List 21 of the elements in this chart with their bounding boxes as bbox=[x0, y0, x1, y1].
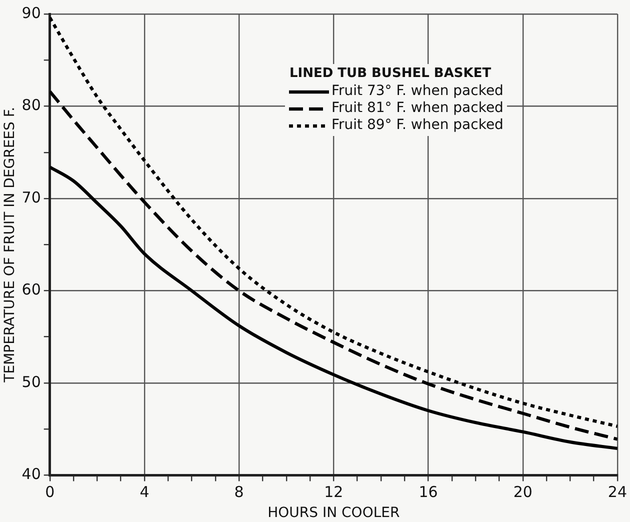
line-series bbox=[50, 166, 618, 450]
x-tick-label: 12 bbox=[324, 483, 344, 502]
legend-label: Fruit 89° F. when packed bbox=[331, 117, 504, 134]
y-tick-label: 70 bbox=[22, 188, 41, 206]
x-axis-title: HOURS IN COOLER bbox=[268, 505, 400, 522]
y-tick-label: 50 bbox=[22, 372, 41, 391]
legend-label: Fruit 81° F. when packed bbox=[331, 100, 504, 117]
legend-label: Fruit 73° F. when packed bbox=[331, 83, 504, 100]
y-tick-label: 90 bbox=[22, 4, 41, 22]
y-tick-label: 40 bbox=[22, 465, 41, 484]
x-tick-label: 8 bbox=[234, 483, 244, 502]
y-tick-label: 80 bbox=[22, 96, 41, 114]
y-tick-label: 60 bbox=[22, 280, 41, 299]
x-tick-label: 24 bbox=[608, 483, 628, 502]
x-tick-label: 16 bbox=[418, 483, 438, 502]
line-series bbox=[50, 16, 618, 428]
x-tick-label: 4 bbox=[140, 483, 150, 502]
y-axis-title: TEMPERATURE OF FRUIT IN DEGREES F. bbox=[2, 106, 18, 384]
legend-title: LINED TUB BUSHEL BASKET bbox=[289, 66, 492, 81]
x-tick-label: 20 bbox=[513, 483, 532, 502]
x-tick-label: 0 bbox=[45, 483, 55, 502]
